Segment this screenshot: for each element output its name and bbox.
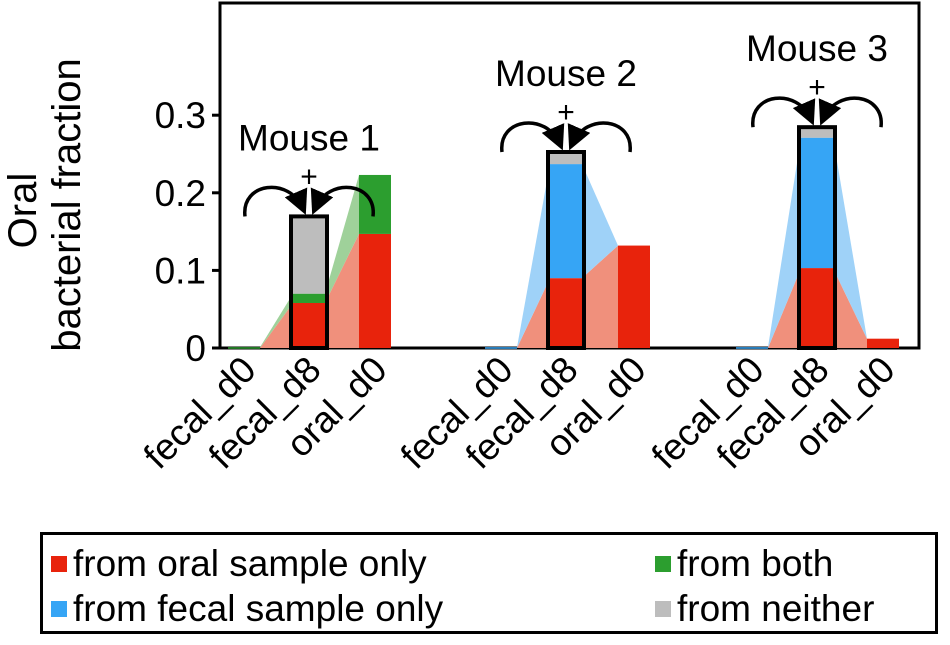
legend-swatch-fecal-only — [51, 600, 67, 617]
merge-arrow-right — [818, 96, 883, 128]
y-tick-label: 0 — [185, 328, 206, 369]
bars-layer — [228, 125, 899, 350]
legend-label-neither: from neither — [677, 588, 875, 629]
legend-item-both: from both — [655, 545, 833, 582]
bar-segment-fecal-only — [485, 347, 517, 349]
legend-label-both: from both — [677, 543, 834, 584]
highlight-box — [797, 125, 837, 350]
flow-band — [517, 164, 550, 348]
merge-arrow-left — [751, 96, 816, 128]
flow-band — [833, 268, 867, 348]
plus-sign: + — [557, 96, 575, 129]
flow-band — [582, 245, 618, 348]
y-axis-label: Oral bacterial fraction — [1, 58, 89, 351]
merge-arrow-left — [500, 121, 565, 153]
legend-label-fecal-only: from fecal sample only — [73, 588, 444, 629]
bar-segment-both — [228, 347, 260, 349]
legend-item-neither: from neither — [655, 590, 874, 627]
legend-swatch-oral-only — [51, 555, 67, 572]
legend-item-fecal-only: from fecal sample only — [51, 590, 443, 627]
bar-segment-neither — [550, 154, 582, 165]
bar-segment-oral-only — [867, 338, 899, 348]
plus-sign: + — [808, 71, 826, 104]
bar-segment-oral-only — [618, 245, 650, 348]
legend: from oral sample only from both from fec… — [40, 532, 938, 634]
bar-segment-oral-only — [293, 302, 325, 348]
bar-segment-fecal-only — [550, 164, 582, 279]
y-tick-label: 0.3 — [155, 95, 206, 136]
legend-label-oral-only: from oral sample only — [73, 543, 427, 584]
merge-arrow-right — [567, 121, 632, 153]
bar-segment-neither — [293, 218, 325, 294]
legend-swatch-neither — [655, 600, 671, 617]
group-title: Mouse 3 — [746, 28, 888, 69]
plus-sign: + — [300, 160, 318, 193]
flow-band — [325, 174, 359, 303]
bar-segment-neither — [801, 129, 833, 138]
flows-layer — [260, 137, 867, 348]
flow-band — [325, 233, 359, 348]
flow-band — [260, 293, 293, 348]
flow-band — [517, 278, 550, 348]
legend-item-oral-only: from oral sample only — [51, 545, 427, 582]
y-axis-label-line-1: Oral — [1, 173, 45, 249]
bar-segment-oral-only — [359, 233, 391, 348]
group-title: Mouse 1 — [238, 117, 380, 158]
merge-arrow-left — [243, 185, 308, 217]
highlight-box — [289, 214, 329, 350]
flow-band — [833, 137, 867, 339]
y-tick-label: 0.1 — [155, 250, 206, 291]
bar-segment-both — [359, 174, 391, 234]
legend-swatch-both — [655, 555, 671, 572]
flow-band — [582, 164, 618, 279]
bar-segment-both — [293, 293, 325, 303]
bar-segment-fecal-only — [801, 137, 833, 269]
highlight-box — [546, 150, 586, 350]
merge-arrow-right — [310, 185, 375, 217]
y-axis-label-line-2: bacterial fraction — [45, 58, 89, 351]
y-tick-label: 0.2 — [155, 173, 206, 214]
group-title: Mouse 2 — [495, 53, 637, 94]
flow-band — [768, 268, 801, 348]
annotations-layer: Mouse 1+Mouse 2+Mouse 3+ — [238, 28, 888, 217]
bar-segment-oral-only — [801, 268, 833, 348]
y-axis: 0 0.1 0.2 0.3 — [155, 3, 222, 369]
bar-segment-fecal-only — [736, 347, 768, 349]
flow-band — [768, 137, 801, 348]
x-tick-labels: fecal_d0fecal_d8oral_d0fecal_d0fecal_d8o… — [136, 349, 903, 477]
bar-segment-oral-only — [550, 278, 582, 348]
